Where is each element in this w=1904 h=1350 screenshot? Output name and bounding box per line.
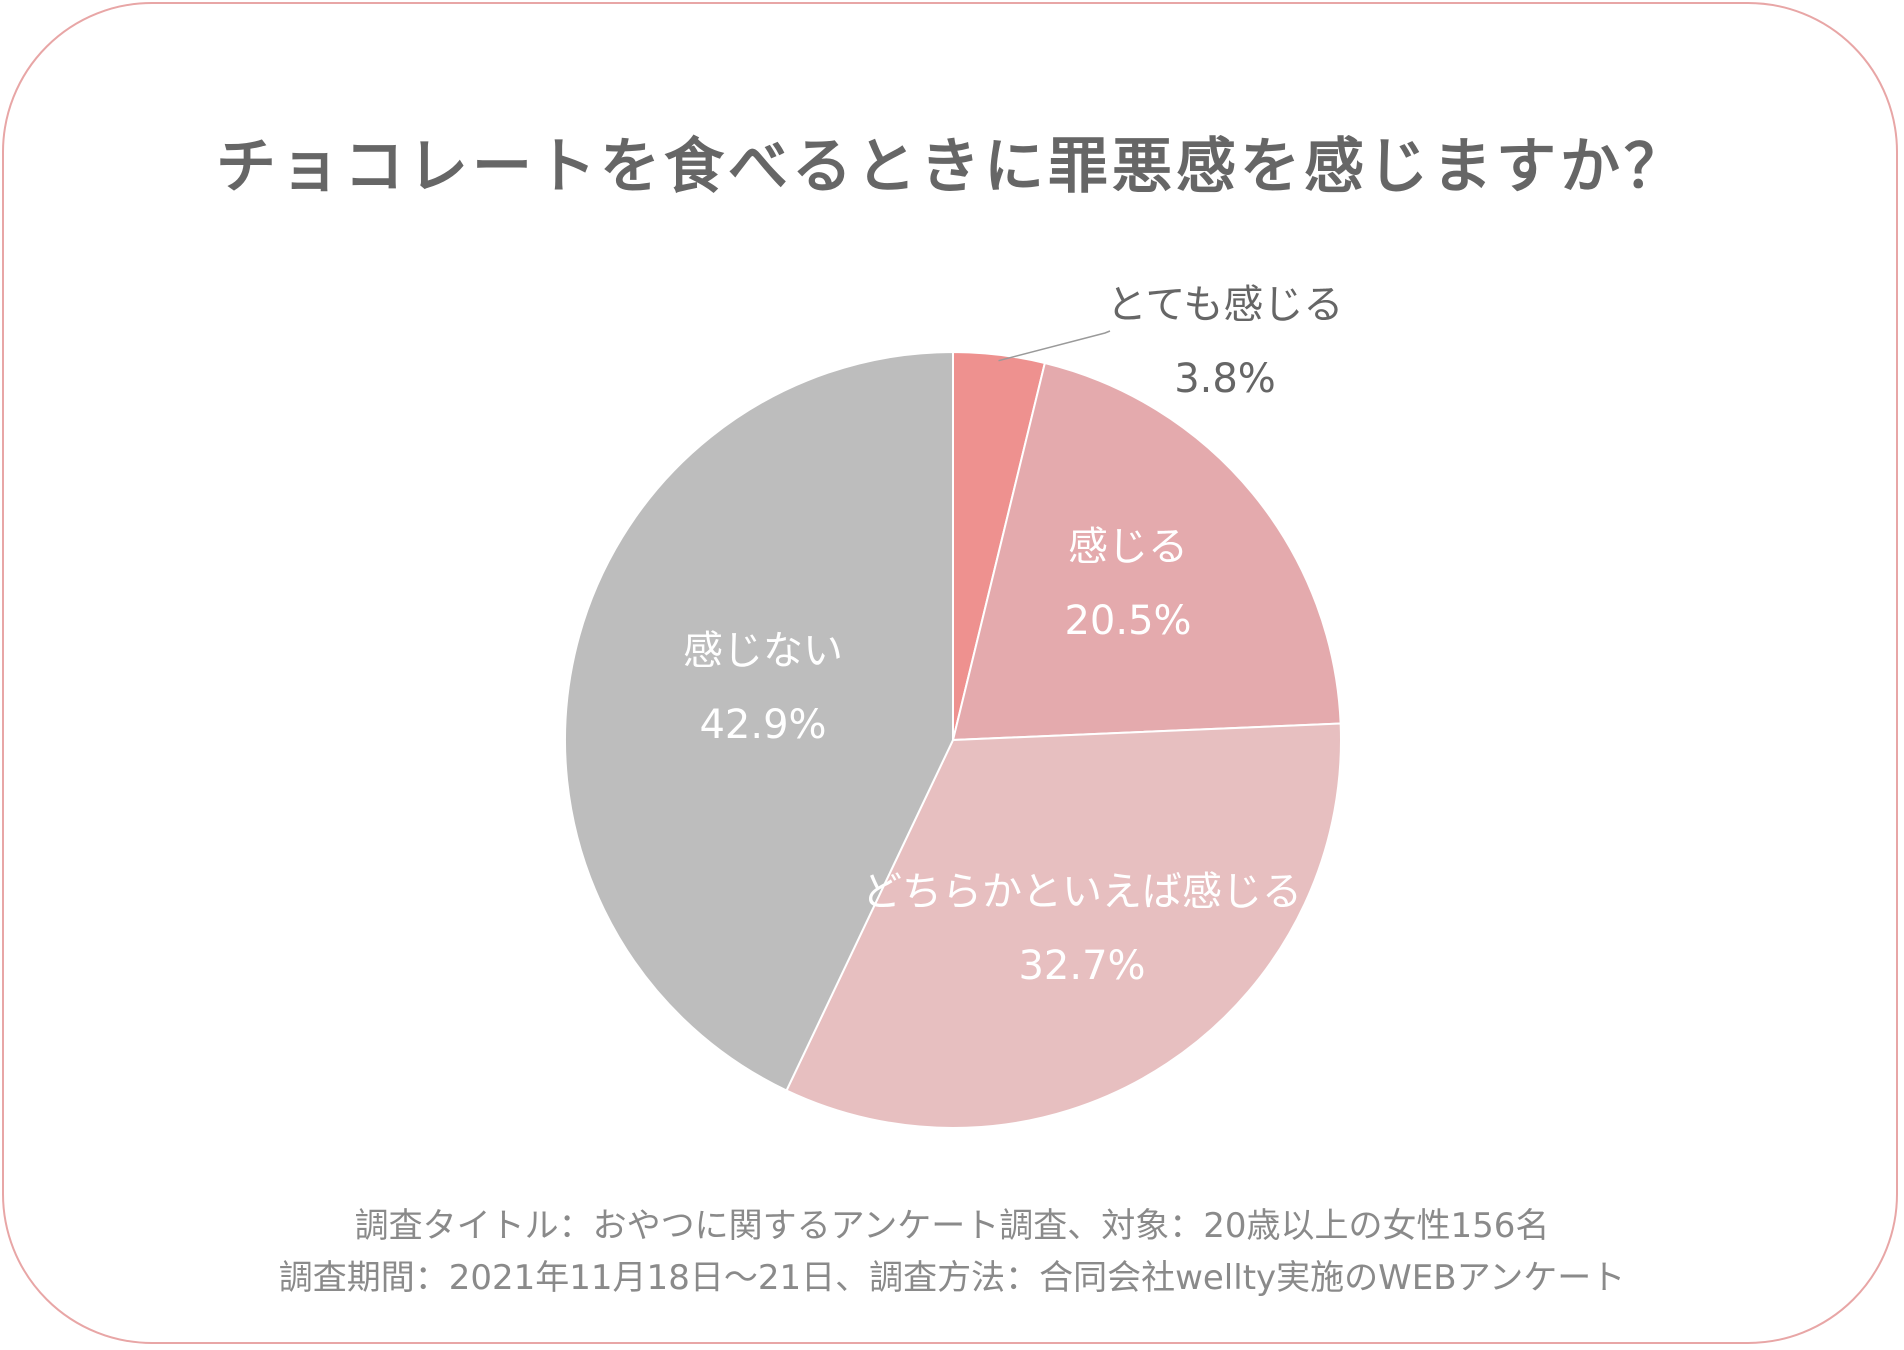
pie-slice-feel [951,361,1342,742]
chart-title: チョコレートを食べるときに罪悪感を感じますか？ [216,132,1688,202]
pie-slice-not-feel [564,350,954,1092]
slice-value-somewhat: 32.7% [1018,943,1145,989]
slice-label-feel: 感じる [1068,524,1188,570]
survey-info-line-2: 調査期間：2021年11月18日〜21日、調査方法：合同会社wellty実施のW… [278,1258,1626,1298]
slice-value-feel: 20.5% [1064,598,1191,644]
slice-label-not-feel: 感じない [683,628,843,674]
slice-value-not-feel: 42.9% [699,702,826,748]
pie-slice-somewhat [785,722,1342,1129]
slice-value-very-much: 3.8% [1174,356,1276,402]
slice-label-very-much: とても感じる [1107,282,1344,328]
leader-line-very-much [998,330,1111,362]
slice-label-somewhat: どちらかといえば感じる [862,869,1302,915]
survey-info-line-1: 調査タイトル：おやつに関するアンケート調査、対象：20歳以上の女性156名 [354,1206,1550,1246]
